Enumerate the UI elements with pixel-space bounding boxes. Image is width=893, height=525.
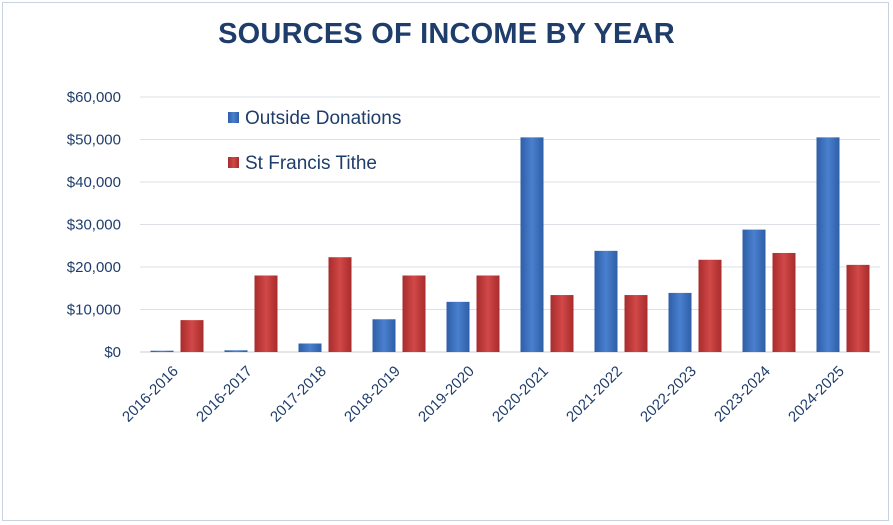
- bar-st-francis-tithe-2019-2020: [476, 275, 500, 352]
- x-tick-label: 2016-2016: [119, 363, 182, 426]
- y-tick-label: $60,000: [67, 89, 121, 106]
- y-tick-label: $30,000: [67, 217, 121, 234]
- bar-st-francis-tithe-2018-2019: [402, 275, 426, 352]
- bar-st-francis-tithe-2024-2025: [846, 264, 870, 352]
- bar-st-francis-tithe-2016-2016: [180, 320, 204, 352]
- bar-outside-donations-2018-2019: [372, 319, 396, 352]
- x-tick-label: 2018-2019: [341, 363, 404, 426]
- bar-outside-donations-2024-2025: [816, 137, 840, 352]
- bar-outside-donations-2022-2023: [668, 292, 692, 352]
- bar-st-francis-tithe-2017-2018: [328, 257, 352, 352]
- bar-outside-donations-2020-2021: [520, 137, 544, 352]
- bar-outside-donations-2021-2022: [594, 250, 618, 352]
- legend-swatch: [228, 112, 239, 123]
- y-tick-label: $0: [104, 344, 121, 361]
- x-tick-label: 2023-2024: [711, 363, 774, 426]
- bar-outside-donations-2019-2020: [446, 301, 470, 352]
- bar-outside-donations-2016-2016: [150, 350, 174, 352]
- x-tick-label: 2017-2018: [267, 363, 330, 426]
- x-tick-label: 2022-2023: [637, 363, 700, 426]
- x-tick-label: 2016-2017: [193, 363, 256, 426]
- y-tick-label: $10,000: [67, 302, 121, 319]
- bar-st-francis-tithe-2021-2022: [624, 295, 648, 352]
- y-tick-label: $20,000: [67, 259, 121, 276]
- legend-swatch: [228, 157, 239, 168]
- bar-outside-donations-2017-2018: [298, 343, 322, 352]
- bar-outside-donations-2023-2024: [742, 229, 766, 352]
- bar-st-francis-tithe-2016-2017: [254, 275, 278, 352]
- x-tick-label: 2019-2020: [415, 363, 478, 426]
- legend-label: Outside Donations: [245, 108, 401, 129]
- bar-outside-donations-2016-2017: [224, 350, 248, 352]
- x-tick-label: 2021-2022: [563, 363, 626, 426]
- bar-st-francis-tithe-2020-2021: [550, 295, 574, 352]
- y-tick-label: $40,000: [67, 174, 121, 191]
- bar-st-francis-tithe-2023-2024: [772, 252, 796, 352]
- legend-label: St Francis Tithe: [245, 153, 377, 174]
- x-tick-label: 2024-2025: [785, 363, 848, 426]
- x-tick-label: 2020-2021: [489, 363, 552, 426]
- y-tick-label: $50,000: [67, 132, 121, 149]
- bar-st-francis-tithe-2022-2023: [698, 259, 722, 352]
- chart-title: SOURCES OF INCOME BY YEAR: [218, 18, 675, 50]
